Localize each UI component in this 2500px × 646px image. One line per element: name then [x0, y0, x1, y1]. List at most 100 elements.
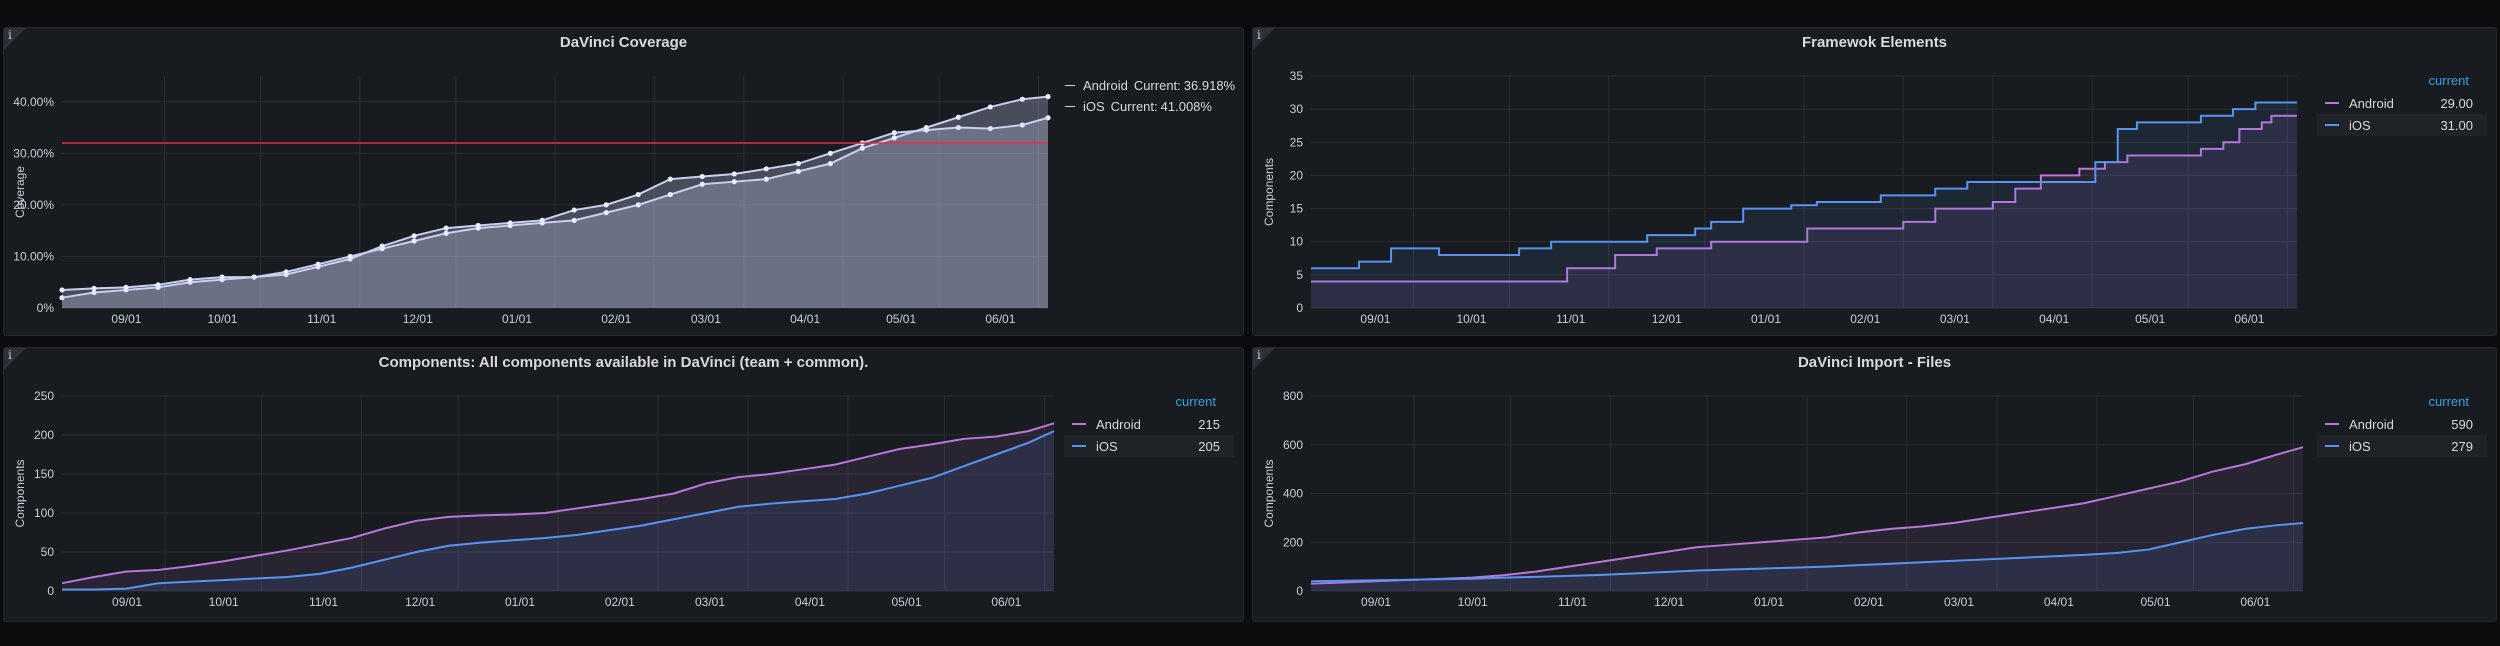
data-point	[667, 176, 673, 182]
y-tick-label: 10	[1290, 235, 1304, 249]
series-area-android	[62, 117, 1048, 308]
x-tick-label: 03/01	[1944, 595, 1974, 609]
x-tick-label: 05/01	[2135, 312, 2165, 326]
y-axis-label: Coverage	[13, 166, 27, 218]
panel-components[interactable]: i Components: All components available i…	[3, 347, 1244, 622]
data-point	[251, 274, 257, 280]
data-point	[827, 150, 833, 156]
legend-value: 590	[2451, 416, 2473, 432]
series-area-android	[1311, 447, 2303, 591]
data-point	[731, 171, 737, 177]
x-tick-label: 10/01	[1456, 312, 1486, 326]
series-line-ios	[62, 430, 1055, 591]
data-point	[667, 191, 673, 198]
data-point	[187, 277, 193, 283]
panel-davinci-coverage[interactable]: i DaVinci Coverage 0% 10.00% 20.00% 30.00% 4…	[3, 27, 1244, 336]
series-area-android	[62, 423, 1054, 591]
x-tick-label: 02/01	[1850, 312, 1880, 326]
legend-swatch-icon	[1065, 85, 1075, 86]
data-point	[411, 233, 417, 239]
data-point	[315, 261, 321, 267]
panel-davinci-import-files[interactable]: i DaVinci Import - Files 0 200 400 600 800 09…	[1252, 347, 2497, 622]
data-point	[731, 179, 737, 185]
data-point	[635, 202, 641, 208]
panel-title: Framewok Elements	[1801, 34, 1948, 51]
legend-item-android[interactable]: Android 590	[2317, 413, 2487, 435]
legend-item-android[interactable]: Android 215	[1064, 413, 1234, 435]
data-point	[571, 217, 577, 223]
legend-value: 279	[2451, 438, 2473, 454]
x-tick-label: 05/01	[891, 595, 921, 609]
x-tick-label: 06/01	[991, 595, 1021, 609]
legend-item-ios[interactable]: iOS 279	[2317, 435, 2487, 457]
legend-swatch-icon	[1072, 423, 1086, 425]
x-tick-label: 12/01	[1654, 595, 1684, 609]
data-point	[603, 210, 609, 216]
info-icon[interactable]: i	[1253, 28, 1275, 50]
legend-item-ios[interactable]: iOS 205	[1064, 435, 1234, 457]
legend-name: Android	[2349, 416, 2394, 432]
y-tick-label: 600	[1283, 438, 1303, 452]
chart-framework-elements: 0 5 10 15 20 25 30 35 09/01 10/01 11/01 12/01 01/01 0…	[1262, 69, 2297, 326]
legend-header[interactable]: current	[1175, 394, 1216, 409]
data-point	[347, 253, 353, 260]
legend-value: 31.00	[2440, 117, 2473, 133]
chart-davinci-import-files: 0 200 400 600 800 09/01 10/01 11/01 12/01 01/01 02…	[1262, 389, 2304, 609]
x-tick-label: 03/01	[691, 312, 721, 326]
data-point	[59, 287, 65, 293]
panel-title: DaVinci Coverage	[559, 34, 688, 51]
x-tick-label: 03/01	[695, 595, 725, 609]
x-tick-label: 10/01	[209, 595, 239, 609]
panel-title: DaVinci Import - Files	[1797, 354, 1952, 371]
data-point	[955, 114, 961, 120]
legend-name: iOS	[1096, 438, 1118, 454]
y-tick-label: 10.00%	[13, 249, 54, 263]
x-tick-label: 02/01	[1854, 595, 1884, 609]
x-tick-label: 01/01	[1754, 595, 1784, 609]
legend-value: 41.008%	[1160, 99, 1212, 114]
info-icon[interactable]: i	[4, 28, 26, 50]
data-point	[539, 220, 545, 226]
legend-item-android[interactable]: Android Current: 36.918%	[1065, 75, 1235, 96]
panel-framework-elements[interactable]: i Framewok Elements 0 5 10 15 20 25 30 35 09/01 1…	[1252, 27, 2497, 336]
legend-name: Android	[1083, 78, 1128, 93]
data-point	[603, 202, 609, 208]
data-point	[699, 181, 705, 187]
y-tick-label: 400	[1283, 487, 1303, 501]
data-point	[59, 295, 65, 301]
series-area-ios	[62, 96, 1048, 308]
x-tick-label: 01/01	[505, 595, 535, 609]
legend-name: Android	[2349, 95, 2394, 111]
data-point	[1045, 115, 1051, 121]
series-line-android	[61, 116, 1049, 299]
legend-item-ios[interactable]: iOS 31.00	[2317, 114, 2487, 136]
series-area-android	[1311, 115, 2297, 309]
x-tick-label: 11/01	[307, 312, 336, 326]
series-line-android	[1310, 446, 2304, 585]
y-tick-label: 25	[1290, 135, 1304, 149]
x-tick-label: 02/01	[605, 595, 635, 609]
y-tick-label: 0	[47, 584, 54, 598]
legend-header[interactable]: current	[2428, 394, 2469, 409]
x-tick-label: 05/01	[2140, 595, 2170, 609]
y-axis-label: Components	[1262, 459, 1276, 527]
series-line-ios	[1311, 101, 2297, 270]
info-icon[interactable]: i	[1253, 348, 1275, 370]
info-icon[interactable]: i	[4, 348, 26, 370]
legend-header[interactable]: current	[2428, 73, 2469, 88]
x-tick-label: 09/01	[1360, 312, 1390, 326]
data-point	[1019, 122, 1025, 128]
data-point	[571, 207, 577, 213]
y-tick-label: 20	[1290, 168, 1304, 182]
data-point	[411, 238, 417, 244]
legend-item-android[interactable]: Android 29.00	[2317, 92, 2487, 114]
y-tick-label: 5	[1296, 268, 1303, 282]
y-tick-label: 50	[41, 545, 55, 559]
y-tick-label: 0	[1296, 584, 1303, 598]
legend-item-ios[interactable]: iOS Current: 41.008%	[1065, 96, 1235, 117]
series-line-android	[61, 422, 1055, 585]
data-point	[635, 191, 641, 198]
legend-swatch-icon	[1065, 106, 1075, 107]
series-area-ios	[62, 431, 1054, 591]
data-point	[891, 130, 897, 136]
